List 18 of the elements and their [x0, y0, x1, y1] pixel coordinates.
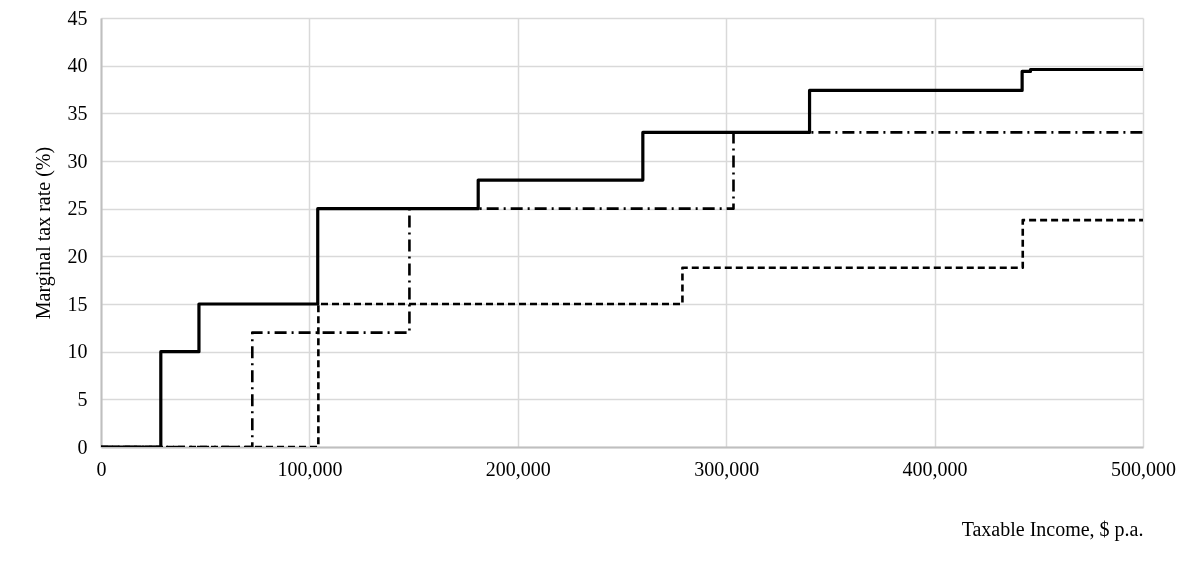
- y-axis-title: Marginal tax rate (%): [31, 146, 55, 320]
- y-tick-label: 20: [67, 244, 88, 267]
- x-tick-label: 200,000: [485, 457, 551, 480]
- x-tick-label: 400,000: [902, 457, 968, 480]
- y-tick-label: 35: [67, 101, 88, 124]
- y-tick-label: 30: [67, 149, 88, 172]
- y-tick-label: 15: [67, 292, 88, 315]
- x-tick-label: 0: [96, 457, 107, 480]
- x-tick-label: 500,000: [1111, 457, 1176, 480]
- y-tick-label: 10: [67, 340, 88, 363]
- x-tick-label: 300,000: [694, 457, 760, 480]
- y-tick-label: 5: [77, 387, 88, 410]
- x-tick-label: 100,000: [277, 457, 343, 480]
- y-tick-label: 45: [67, 6, 88, 29]
- y-tick-label: 25: [67, 197, 88, 220]
- y-tick-label: 40: [67, 54, 88, 77]
- x-axis-title: Taxable Income, $ p.a.: [961, 517, 1144, 541]
- y-tick-label: 0: [77, 435, 88, 458]
